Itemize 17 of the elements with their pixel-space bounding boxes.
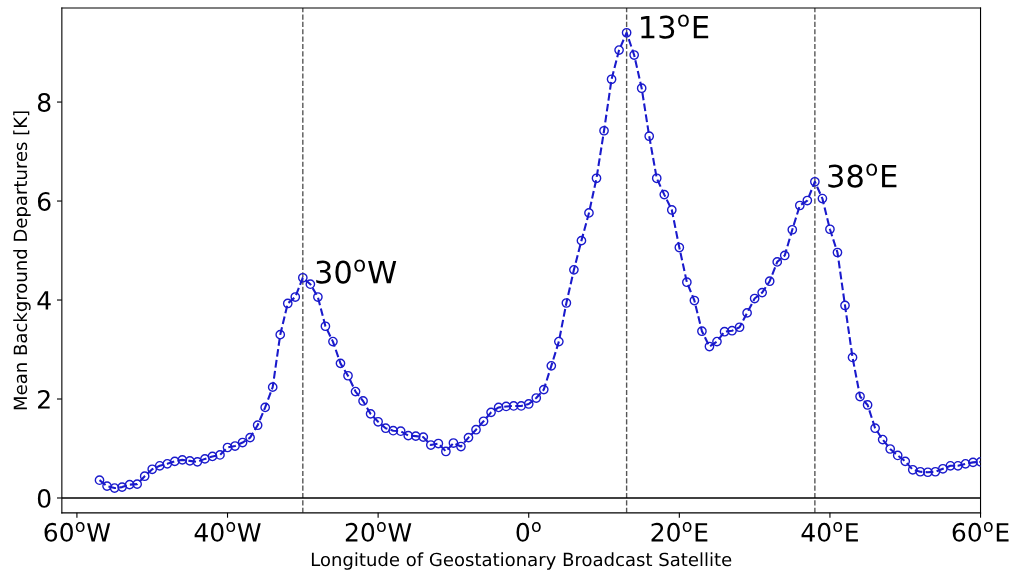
x-tick-label: 0$^{o}$ (516, 522, 541, 542)
y-tick-label: 8 (37, 93, 51, 112)
y-tick-label: 0 (37, 488, 51, 508)
annotation: 30$^{o}$W (316, 259, 397, 284)
y-tick-label: 6 (37, 191, 51, 211)
x-tick-label: 60$^{o}$E (952, 522, 1009, 542)
x-tick-label: 20$^{o}$W (345, 522, 412, 542)
annotation: 38$^{o}$E (828, 163, 897, 188)
y-tick-label: 4 (37, 291, 51, 310)
y-tick-label: 2 (38, 389, 50, 409)
x-axis-title: Longitude of Geostationary Broadcast Satellite (311, 552, 732, 570)
annotation: 13$^{o}$E (641, 14, 709, 39)
x-tick-label: 60$^{o}$W (44, 522, 111, 542)
x-tick-label: 40$^{o}$W (194, 522, 261, 542)
x-tick-label: 20$^{o}$E (651, 522, 708, 542)
y-axis-title: Mean Background Departures [K] (13, 111, 31, 410)
x-tick-label: 40$^{o}$E (801, 522, 858, 542)
